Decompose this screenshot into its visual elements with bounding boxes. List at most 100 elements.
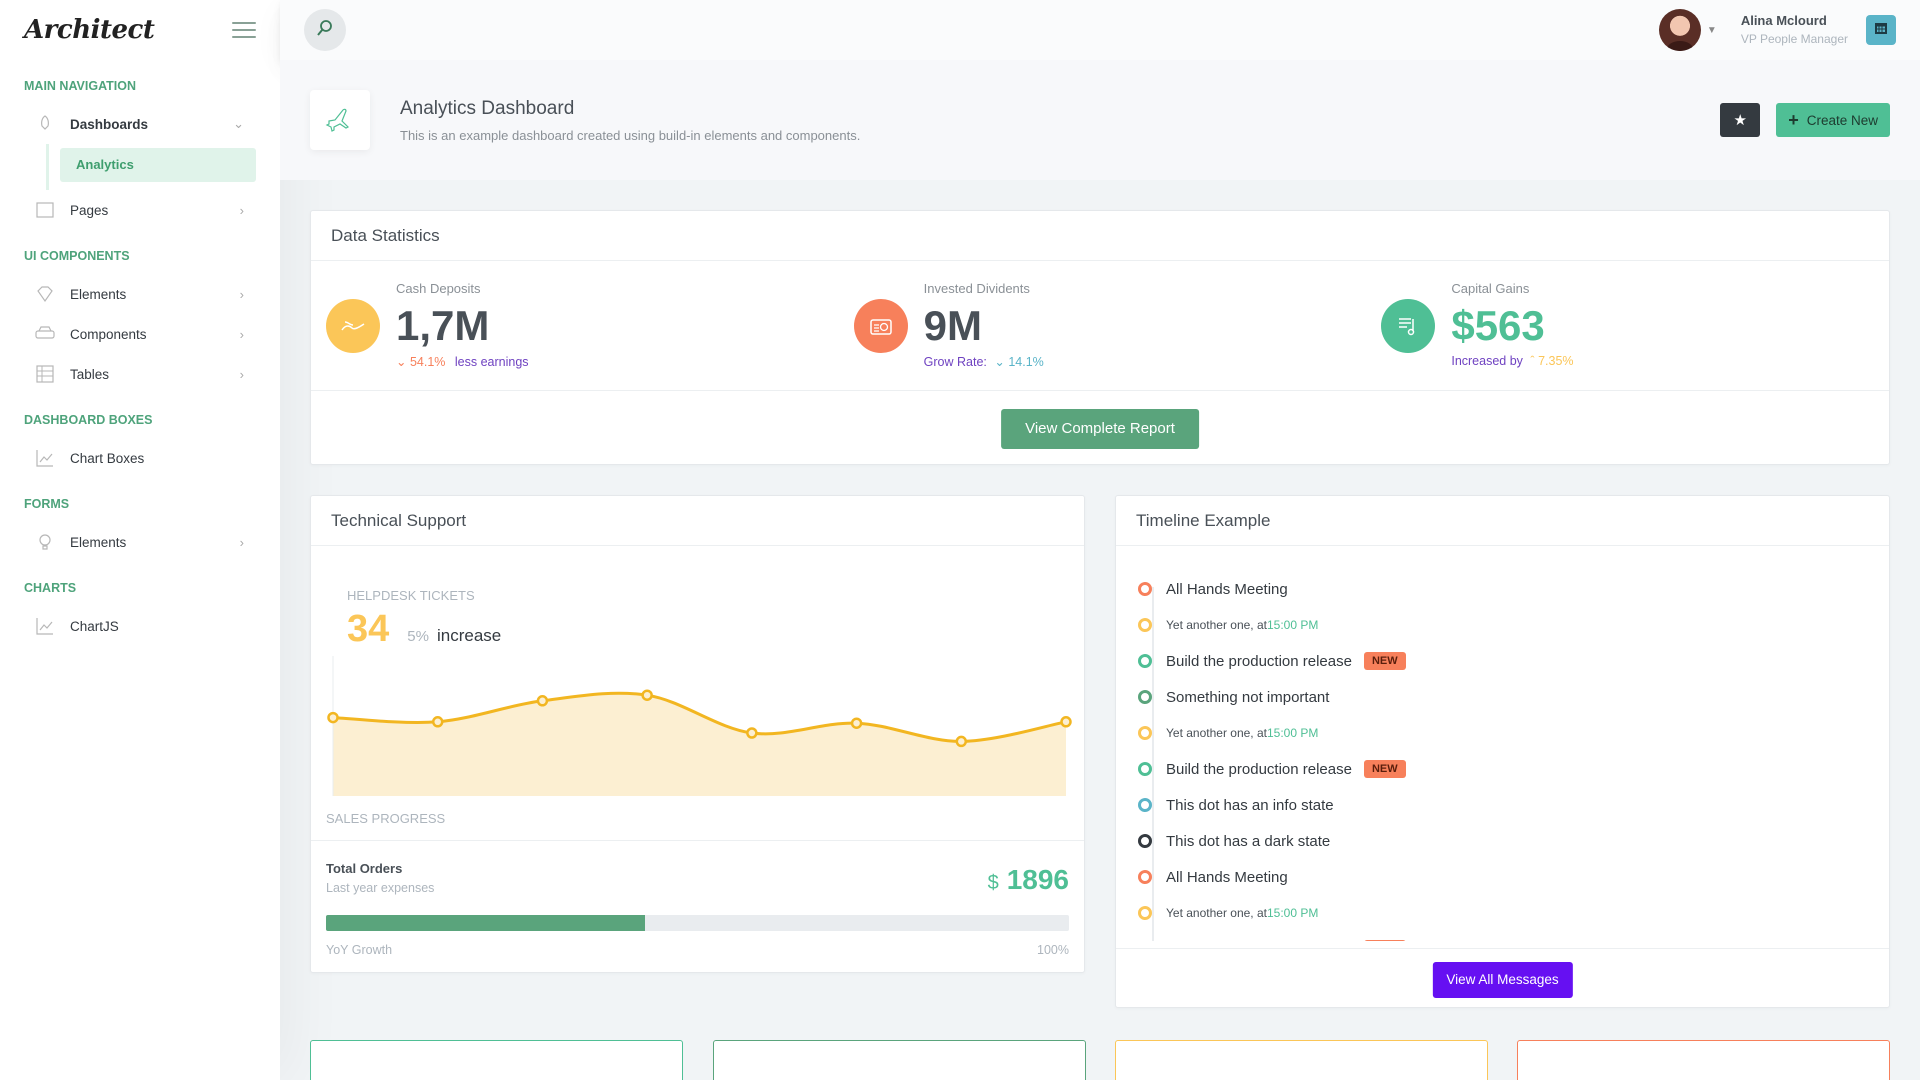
new-badge: NEW	[1363, 940, 1406, 941]
stat-label: Cash Deposits	[396, 281, 481, 296]
radio-icon	[853, 299, 908, 353]
chart-point[interactable]	[536, 695, 549, 707]
chart-area-fill	[333, 693, 1066, 796]
chart-point[interactable]	[327, 711, 339, 724]
search-button[interactable]	[304, 9, 346, 51]
sidebar-item-chart-boxes[interactable]: Chart Boxes	[0, 438, 280, 478]
stat-delta: 14.1%	[1008, 355, 1044, 369]
chart-point[interactable]	[1060, 716, 1072, 728]
timeline-text: All Hands Meeting	[1166, 580, 1288, 598]
mini-card	[1115, 1040, 1488, 1080]
calendar-button[interactable]	[1866, 15, 1896, 45]
divider	[1116, 948, 1889, 949]
mini-card	[1517, 1040, 1890, 1080]
sidebar-item-label: Elements	[70, 286, 127, 302]
sales-progress-label: SALES PROGRESS	[326, 811, 446, 826]
orders-value-row: $ 1896	[988, 864, 1069, 896]
diamond-icon	[34, 283, 56, 305]
nav-section-forms: FORMS	[24, 497, 70, 511]
yoy-progress-fill	[326, 915, 646, 931]
yoy-progress-bar	[326, 915, 1069, 931]
new-badge: NEW	[1363, 652, 1406, 670]
nav-section-charts: CHARTS	[24, 581, 77, 595]
browser-icon	[34, 199, 56, 221]
stat-sub: ⌄ 54.1% less earnings	[396, 354, 529, 369]
user-area: ▼ Alina Mclourd VP People Manager	[1658, 9, 1896, 51]
timeline-text: Something not important	[1166, 688, 1330, 706]
chart-point[interactable]	[955, 735, 968, 748]
chart-point[interactable]	[431, 716, 444, 728]
sidebar-item-chartjs[interactable]: ChartJS	[0, 606, 280, 646]
stat-note: Increased by	[1451, 354, 1523, 368]
page-subtitle: This is an example dashboard created usi…	[400, 127, 861, 143]
stat-delta: 54.1%	[409, 355, 446, 369]
chart-point[interactable]	[850, 717, 863, 729]
nav-section-dashboard-boxes: DASHBOARD BOXES	[24, 413, 153, 427]
sidebar-item-components[interactable]: Components ›	[0, 314, 280, 354]
favorite-button[interactable]: ★	[1720, 103, 1761, 137]
timeline-card: Timeline Example All Hands Meeting Yet an…	[1115, 495, 1890, 1008]
sidebar-item-dashboards[interactable]: Dashboards ⌄	[0, 104, 280, 144]
avatar[interactable]	[1658, 9, 1701, 51]
table-icon	[34, 363, 56, 385]
search-icon	[316, 19, 334, 42]
dashboards-submenu: Analytics	[46, 144, 280, 190]
stat-value: $563	[1451, 302, 1545, 349]
app-logo[interactable]: Architect	[24, 15, 155, 45]
timeline-text: Build the production release	[1166, 652, 1352, 670]
timeline-text: Build the production release	[1166, 760, 1352, 778]
timeline-dot-icon	[1138, 726, 1152, 740]
sidebar-item-form-elements[interactable]: Elements ›	[0, 522, 280, 562]
currency-symbol: $	[987, 872, 999, 894]
create-new-button[interactable]: + Create New	[1776, 103, 1890, 137]
stats-row: Cash Deposits 1,7M ⌄ 54.1% less earnings…	[311, 261, 1889, 391]
orders-value: 1896	[1006, 864, 1069, 895]
timeline-text: This dot has an info state	[1166, 796, 1334, 814]
timeline-dot-icon	[1138, 582, 1152, 596]
chart-point[interactable]	[641, 689, 653, 701]
mini-card	[713, 1040, 1086, 1080]
stat-label: Capital Gains	[1451, 281, 1530, 296]
music-note-icon	[1381, 299, 1436, 353]
logo-bar: Architect	[0, 0, 280, 60]
chevron-down-icon[interactable]: ▼	[1706, 24, 1717, 36]
timeline-item: Build the production release NEW	[1116, 931, 1889, 941]
sidebar-item-pages[interactable]: Pages ›	[0, 190, 280, 230]
page-title: Analytics Dashboard	[400, 97, 575, 119]
new-badge: NEW	[1363, 760, 1406, 778]
page-title-bar: Analytics Dashboard This is an example d…	[280, 60, 1920, 180]
nav-section-main: MAIN NAVIGATION	[24, 79, 137, 93]
sidebar-item-elements[interactable]: Elements ›	[0, 274, 280, 314]
timeline-item: All Hands Meeting	[1116, 571, 1889, 607]
airplane-icon	[310, 90, 370, 150]
stat-note: less earnings	[454, 355, 529, 369]
view-all-messages-button[interactable]: View All Messages	[1432, 962, 1573, 998]
timeline-text: This dot has a dark state	[1166, 832, 1331, 850]
timeline-text: All Hands Meeting	[1166, 868, 1288, 886]
stat-label: Invested Dividents	[923, 281, 1030, 296]
stat-capital-gains: Capital Gains $563 Increased by ˆ 7.35%	[1361, 261, 1889, 390]
sidebar-item-tables[interactable]: Tables ›	[0, 354, 280, 394]
hamburger-menu-icon[interactable]	[232, 22, 256, 38]
calendar-icon	[1874, 21, 1888, 40]
timeline-item: This dot has an info state	[1116, 787, 1889, 823]
user-role: VP People Manager	[1740, 32, 1848, 46]
timeline-item: Build the production release NEW	[1116, 751, 1889, 787]
view-complete-report-button[interactable]: View Complete Report	[1001, 409, 1199, 449]
technical-support-card: Technical Support HELPDESK TICKETS 34 5%…	[310, 495, 1085, 973]
tickets-row: 34 5% increase	[347, 608, 501, 651]
divider	[311, 840, 1084, 841]
chart-point[interactable]	[746, 727, 758, 739]
timeline-text: Yet another one, at	[1166, 618, 1267, 632]
stat-delta: 7.35%	[1538, 354, 1574, 368]
mini-card	[310, 1040, 683, 1080]
tickets-pct-label: increase	[436, 626, 502, 645]
orders-title: Total Orders	[326, 861, 403, 876]
sidebar-item-label: Dashboards	[70, 116, 149, 132]
sidebar-item-analytics[interactable]: Analytics	[60, 148, 256, 182]
wallet-icon	[326, 299, 380, 353]
timeline-item: This dot has a dark state	[1116, 823, 1889, 859]
stat-sub: Grow Rate: ⌄ 14.1%	[924, 354, 1044, 369]
timeline-dot-icon	[1138, 906, 1152, 920]
card-title: Data Statistics	[311, 211, 1889, 261]
